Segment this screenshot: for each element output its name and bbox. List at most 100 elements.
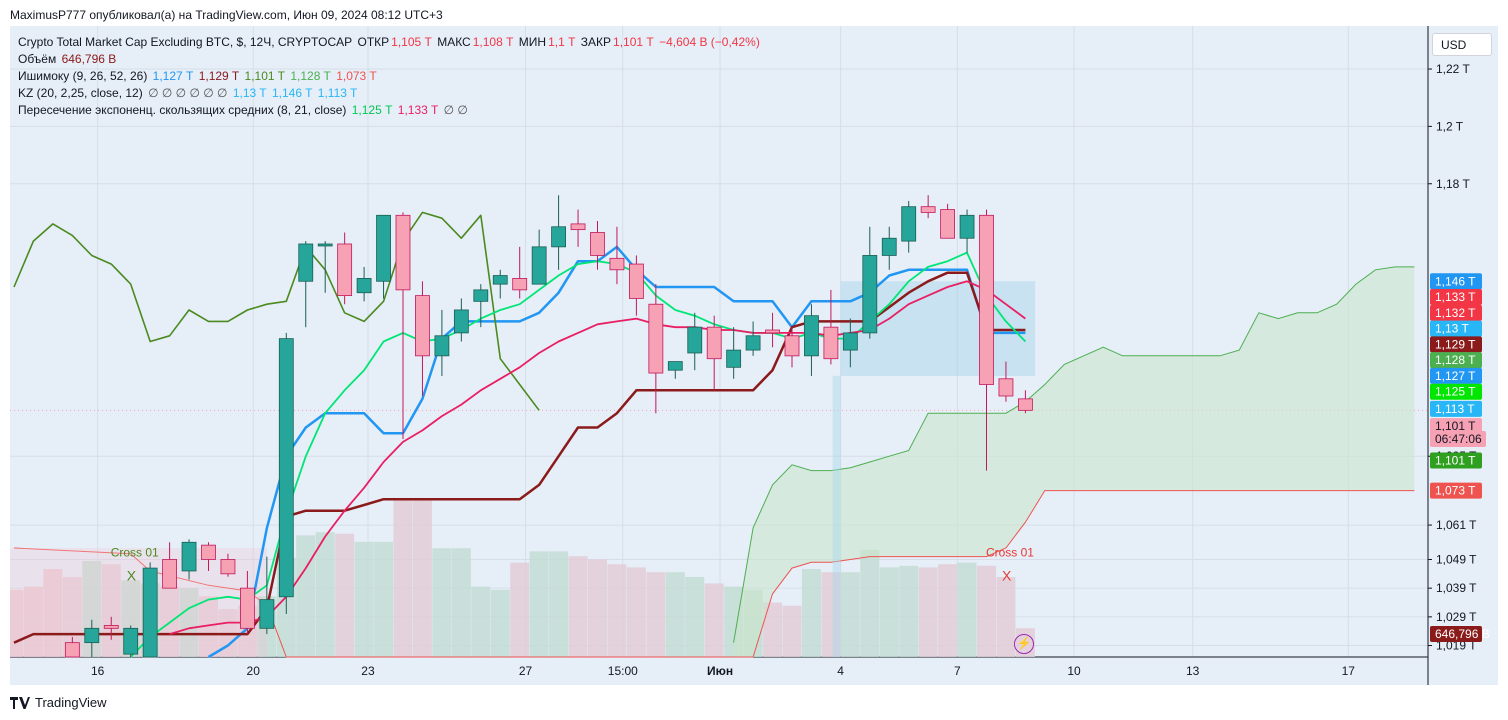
candle-body: [395, 214, 411, 291]
candle-body: [901, 206, 917, 242]
high-label: МАКС: [437, 35, 471, 49]
candle: [84, 619, 100, 657]
candle: [220, 553, 236, 577]
lightning-icon[interactable]: ⚡: [1014, 634, 1034, 654]
candle-body: [784, 335, 800, 357]
price-tag-label: 1,125 T: [1435, 385, 1476, 399]
legend-symbol-row[interactable]: Crypto Total Market Cap Excluding BTC, $…: [18, 35, 762, 49]
y-tick-label: 1,049 T: [1436, 552, 1477, 566]
price-tag-label: 1,132 T: [1435, 306, 1476, 320]
candle: [726, 327, 742, 379]
candle: [842, 318, 858, 368]
price-tag-bg: [1430, 482, 1482, 499]
volume-bar: [996, 577, 1016, 657]
tradingview-logo-icon: [10, 696, 30, 709]
candle-body: [979, 214, 994, 385]
x-tick-label: 23: [361, 664, 375, 678]
candle-body: [356, 277, 372, 294]
candle: [1018, 390, 1033, 414]
close-value: 1,101 T: [613, 35, 654, 49]
candle-body: [804, 315, 819, 357]
candle: [473, 284, 489, 328]
candle-body: [512, 277, 528, 291]
candle-body: [434, 335, 450, 357]
candle-body: [959, 214, 975, 239]
cross-label: Cross 01: [986, 545, 1034, 559]
volume-bar: [471, 586, 491, 657]
candle-body: [142, 567, 158, 658]
y-tick-label: 1,039 T: [1436, 581, 1477, 595]
volume-bar: [646, 572, 666, 657]
legend-ema-row[interactable]: Пересечение экспоненц. скользящих средни…: [18, 103, 470, 117]
footer-brand[interactable]: TradingView: [10, 695, 107, 710]
candle-body: [726, 349, 742, 368]
volume-bar: [782, 605, 802, 657]
candle: [123, 625, 139, 657]
cross-label: Cross 01: [111, 545, 159, 559]
legend-kz-row[interactable]: KZ (20, 2,25, close, 12) ∅ ∅ ∅ ∅ ∅ ∅ 1,1…: [18, 86, 359, 100]
candle: [940, 203, 955, 239]
candle: [881, 226, 897, 270]
candle-body: [123, 627, 139, 655]
legend-volume-row[interactable]: Объём 646,796 B: [18, 52, 118, 66]
candle: [201, 542, 216, 571]
candle: [512, 246, 528, 299]
volume-bar: [821, 572, 841, 657]
candle: [356, 266, 372, 302]
volume-bar: [510, 562, 530, 657]
candle-body: [415, 295, 430, 357]
candle: [492, 269, 508, 299]
candle: [415, 281, 430, 396]
line-ema-21: [169, 280, 1026, 635]
candle-body: [551, 226, 566, 248]
price-tag-bg: [1430, 452, 1482, 469]
candle: [629, 255, 644, 316]
cross-marker: X: [127, 567, 137, 583]
candle: [823, 289, 839, 365]
price-tag: 1,128 T: [1430, 352, 1482, 369]
candle: [648, 284, 664, 414]
price-tags: 1,146 T 1,133 T 1,132 T 1,13 T1,129 T 1,128 …: [1430, 273, 1490, 643]
legend-ichimoku-row[interactable]: Ишимоку (9, 26, 52, 26) 1,127 T 1,129 T …: [18, 69, 379, 83]
symbol-name[interactable]: Crypto Total Market Cap Excluding BTC, $…: [18, 35, 353, 49]
x-tick-label: 16: [91, 664, 105, 678]
volume-bar: [899, 565, 919, 657]
x-tick-label: 15:00: [608, 664, 638, 678]
cross-markers: Cross 01 X Cross 01 X: [111, 545, 1035, 583]
candle: [804, 304, 819, 376]
candle-body: [745, 335, 761, 351]
candle: [570, 209, 586, 247]
ichimoku-value: 1,129 T: [198, 69, 240, 83]
ema-empty: ∅ ∅: [443, 103, 468, 117]
price-tag-bg: [1430, 289, 1482, 306]
candle-body: [570, 223, 586, 231]
candle: [259, 556, 275, 635]
candle: [979, 209, 994, 471]
time-axis: 16 20 23 27 15:00 Июн 4 7 10 13 17: [91, 664, 1355, 678]
currency-button[interactable]: USD: [1432, 33, 1492, 56]
grid: [10, 26, 1429, 685]
x-tick-label: 4: [837, 664, 844, 678]
candle: [959, 209, 975, 253]
volume-bar: [451, 548, 471, 657]
volume-bar: [23, 586, 43, 657]
price-tag-bg: [1430, 352, 1482, 369]
kz-empty: ∅ ∅ ∅ ∅ ∅ ∅: [148, 86, 228, 100]
price-tag-label: 646,796 B: [1435, 627, 1490, 641]
volume-bar: [296, 535, 316, 657]
candle-body: [823, 326, 839, 360]
candle-body: [298, 243, 314, 282]
candle-body: [687, 326, 703, 354]
high-value: 1,108 T: [472, 35, 514, 49]
candle: [862, 226, 878, 339]
x-tick-label: 17: [1342, 664, 1356, 678]
candle: [103, 616, 119, 640]
candle-body: [706, 326, 722, 360]
volume-bar: [938, 564, 958, 657]
volume-bar: [549, 551, 569, 657]
low-label: МИН: [518, 35, 547, 49]
candle: [590, 221, 605, 270]
candle: [453, 298, 469, 342]
